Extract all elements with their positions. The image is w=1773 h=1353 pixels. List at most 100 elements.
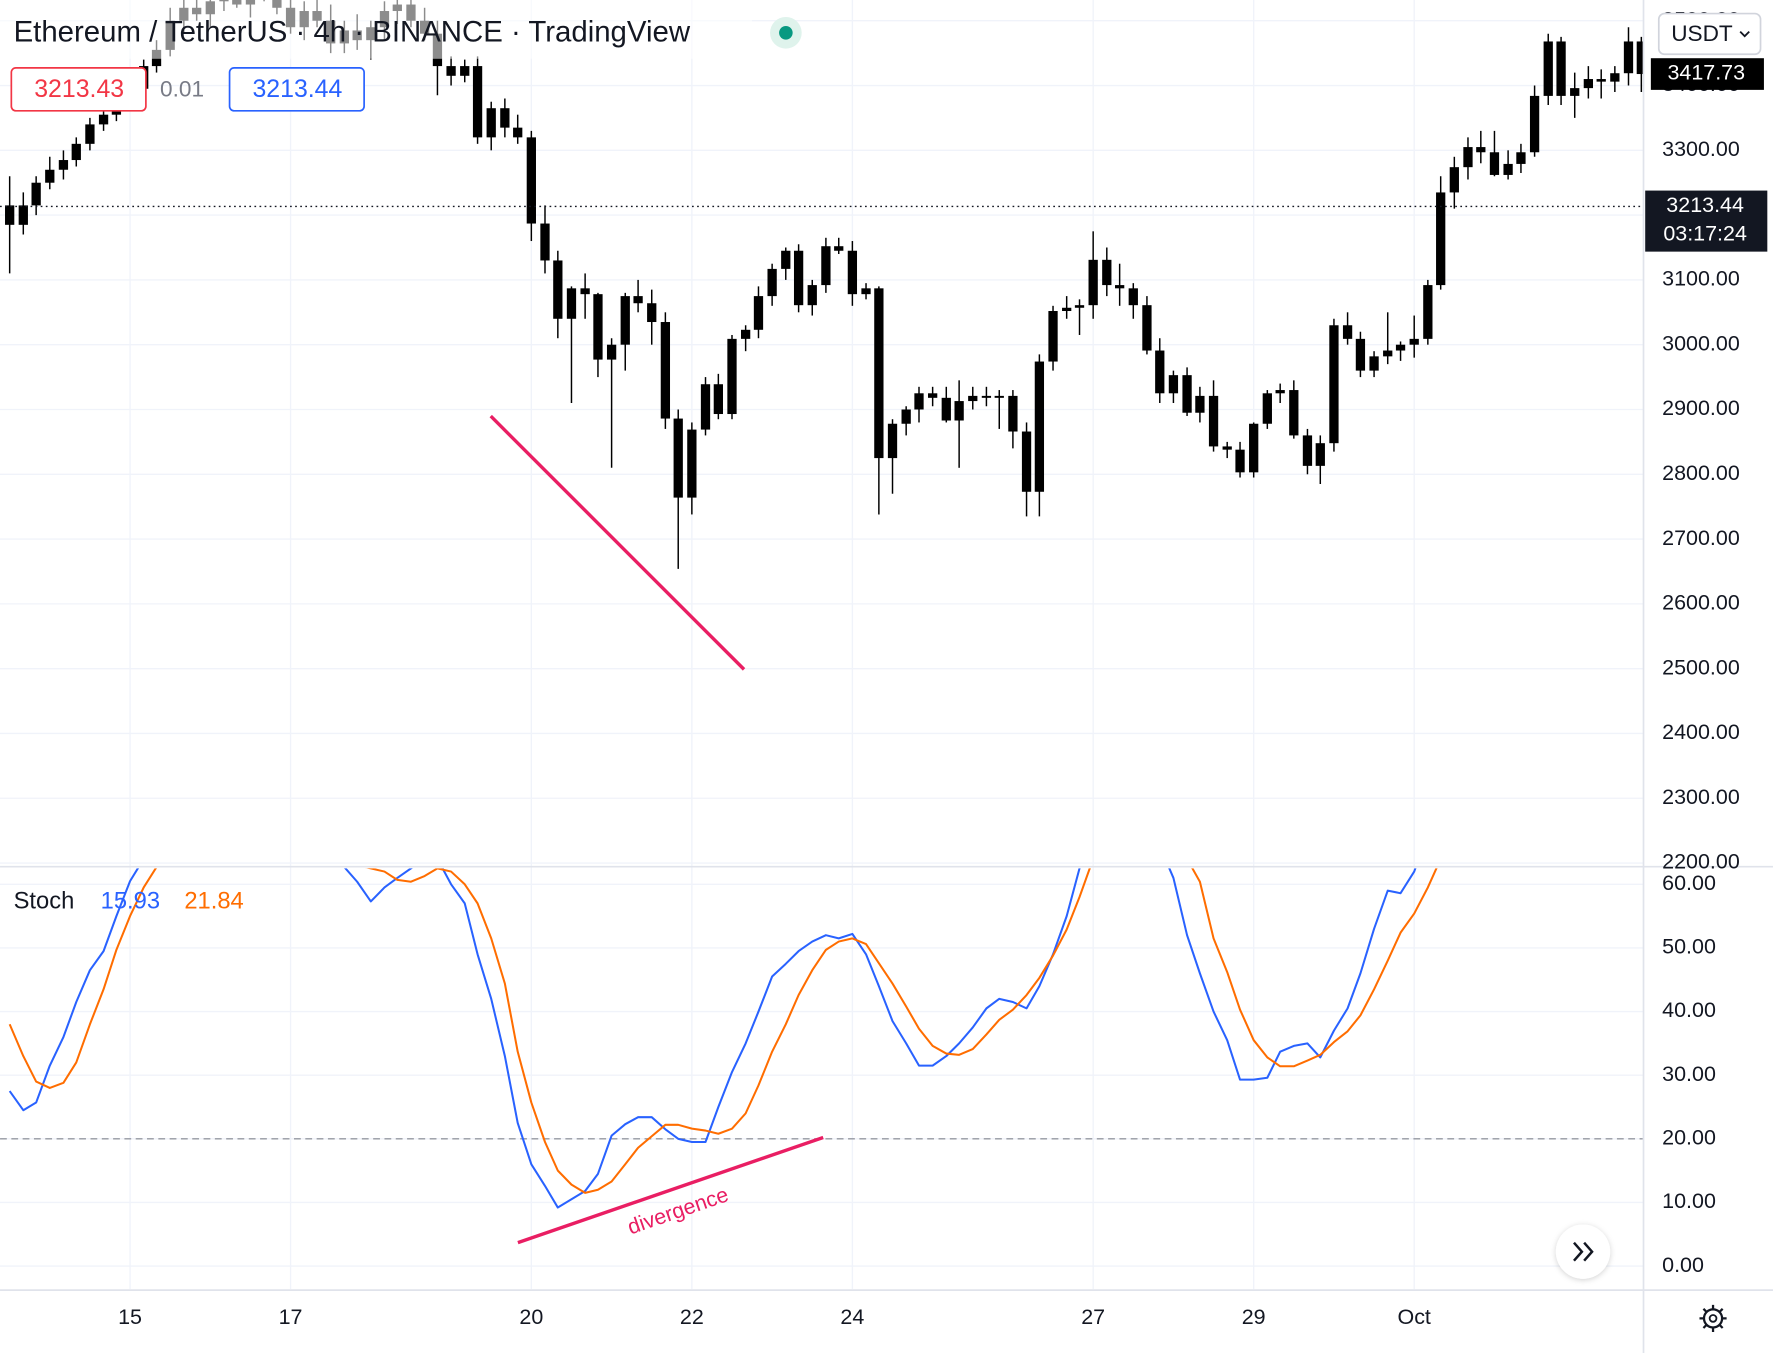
symbol-title: Ethereum / TetherUS · 4h · BINANCE · Tra… xyxy=(14,16,691,49)
candle-body xyxy=(1021,431,1032,492)
candle-body xyxy=(446,66,456,76)
stoch-line xyxy=(8,868,1438,1194)
candle-body xyxy=(834,246,844,251)
x-tick-label: 20 xyxy=(519,1305,543,1329)
candle-body xyxy=(1409,338,1419,345)
candle-body xyxy=(593,294,603,360)
candle-body xyxy=(633,296,643,304)
candle-body xyxy=(500,108,510,128)
currency-label[interactable]: USDT xyxy=(1671,21,1733,46)
candle-body xyxy=(1529,95,1540,153)
price-line-badge xyxy=(1645,190,1768,252)
candle-body xyxy=(700,384,711,430)
y-tick-label: 3000.00 xyxy=(1662,331,1740,355)
y-tick-label: 2700.00 xyxy=(1662,526,1740,550)
status-dot xyxy=(779,26,793,40)
candle-body xyxy=(486,108,496,138)
candle-body xyxy=(1556,41,1566,96)
candle-body xyxy=(1289,390,1299,436)
candle-body xyxy=(5,205,15,225)
x-tick-label: 24 xyxy=(840,1305,864,1329)
candle-body xyxy=(1596,79,1606,82)
sell-button[interactable] xyxy=(10,66,147,112)
candle-body xyxy=(1168,375,1179,394)
y-tick-label: 3300.00 xyxy=(1662,137,1740,161)
candle-body xyxy=(1342,325,1353,339)
candle-body xyxy=(1008,395,1018,432)
candle-body xyxy=(994,395,1004,398)
candle-body xyxy=(647,303,657,323)
candle-body xyxy=(793,250,804,306)
candle-body xyxy=(687,429,697,498)
chevron-icon xyxy=(1739,31,1750,38)
candle-body xyxy=(954,401,964,421)
candle-body xyxy=(767,268,777,297)
candle-body xyxy=(968,395,978,402)
candle-body xyxy=(1062,307,1072,312)
currency-selector[interactable] xyxy=(1657,12,1762,56)
candle-body xyxy=(58,160,69,170)
candle-body xyxy=(98,114,109,125)
y-tick-label: 30.00 xyxy=(1662,1062,1716,1086)
candle-body xyxy=(566,288,577,319)
candle-body xyxy=(1623,41,1634,74)
candle-body xyxy=(71,143,81,161)
trend-drawing xyxy=(489,414,746,671)
candle-body xyxy=(847,250,858,295)
candle-body xyxy=(914,393,924,410)
candle-body xyxy=(1543,41,1553,96)
legend-value: 21.84 xyxy=(184,889,243,915)
y-tick-label: 3100.00 xyxy=(1662,267,1740,291)
header-backdrop xyxy=(0,0,752,59)
candle-body xyxy=(1315,443,1325,466)
candle-body xyxy=(713,384,723,415)
candle-body xyxy=(741,329,751,339)
indicator-name: Stoch xyxy=(14,889,75,915)
candle-body xyxy=(1208,395,1219,447)
spread: 0.01 xyxy=(160,76,204,101)
y-tick-label: 2400.00 xyxy=(1662,720,1740,744)
candle-body xyxy=(1355,338,1366,371)
candle-body xyxy=(1476,147,1486,153)
candle-body xyxy=(1249,423,1259,473)
candle-body xyxy=(941,397,951,421)
candle-body xyxy=(1449,167,1459,193)
candle-body xyxy=(1570,88,1580,96)
candle-body xyxy=(85,124,95,144)
candle-body xyxy=(1235,449,1245,473)
candle-body xyxy=(1489,152,1500,175)
legend-value: 15.93 xyxy=(101,889,160,915)
candle-body xyxy=(821,246,831,286)
buy-button[interactable] xyxy=(228,66,365,112)
scroll-icon xyxy=(1573,1241,1594,1262)
candle-body xyxy=(1275,390,1285,394)
candle-body xyxy=(1048,311,1058,362)
candle-body xyxy=(807,285,817,306)
candle-body xyxy=(1155,350,1165,394)
candle-body xyxy=(781,250,791,269)
candle-body xyxy=(1142,305,1152,351)
candle-body xyxy=(1128,288,1138,306)
sell-price[interactable]: 3213.43 xyxy=(34,75,124,103)
candle-body xyxy=(526,137,536,224)
candle-body xyxy=(887,423,898,459)
candle-body xyxy=(1182,375,1192,413)
candle-body xyxy=(460,66,470,76)
candle-body xyxy=(673,418,683,498)
candle-body xyxy=(1302,435,1313,466)
settings-icon[interactable] xyxy=(1699,1304,1727,1332)
candle-body xyxy=(580,288,590,295)
x-tick-label: 17 xyxy=(279,1305,303,1329)
y-tick-label: 2500.00 xyxy=(1662,655,1740,679)
buy-price[interactable]: 3213.44 xyxy=(252,75,342,103)
candle-body xyxy=(540,223,550,261)
candle-body xyxy=(513,127,523,138)
candle-body xyxy=(472,66,483,138)
candle-body xyxy=(1195,395,1205,413)
candle-body xyxy=(727,338,737,415)
y-tick-label: 40.00 xyxy=(1662,998,1716,1022)
candle-body xyxy=(1383,350,1393,357)
candle-body xyxy=(1610,73,1620,82)
y-tick-label: 10.00 xyxy=(1662,1189,1716,1213)
y-tick-label: 60.00 xyxy=(1662,871,1716,895)
